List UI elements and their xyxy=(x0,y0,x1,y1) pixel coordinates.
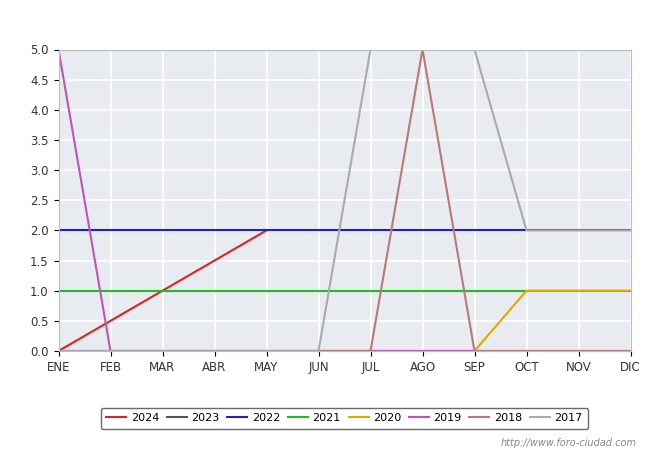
2020 xyxy=(471,348,478,354)
Line: 2019: 2019 xyxy=(58,50,630,351)
2024 xyxy=(55,348,62,354)
2018 xyxy=(471,348,478,354)
Text: Afiliados en Torrecuadradilla a 31/5/2024: Afiliados en Torrecuadradilla a 31/5/202… xyxy=(161,13,489,28)
2024 xyxy=(263,228,270,233)
2019 xyxy=(627,348,634,354)
2019 xyxy=(55,47,62,52)
Text: http://www.foro-ciudad.com: http://www.foro-ciudad.com xyxy=(501,438,637,448)
Line: 2018: 2018 xyxy=(58,50,630,351)
2017 xyxy=(367,47,374,52)
Line: 2024: 2024 xyxy=(58,230,266,351)
2020 xyxy=(627,288,634,293)
2019 xyxy=(107,348,114,354)
2017 xyxy=(523,228,530,233)
2020 xyxy=(55,348,62,354)
2018 xyxy=(55,348,62,354)
2017 xyxy=(315,348,322,354)
2018 xyxy=(419,47,426,52)
Line: 2020: 2020 xyxy=(58,291,630,351)
2018 xyxy=(627,348,634,354)
2017 xyxy=(627,228,634,233)
2020 xyxy=(523,288,530,293)
Legend: 2024, 2023, 2022, 2021, 2020, 2019, 2018, 2017: 2024, 2023, 2022, 2021, 2020, 2019, 2018… xyxy=(101,408,588,429)
Line: 2017: 2017 xyxy=(58,50,630,351)
2018 xyxy=(367,348,374,354)
2017 xyxy=(55,348,62,354)
2017 xyxy=(471,47,478,52)
